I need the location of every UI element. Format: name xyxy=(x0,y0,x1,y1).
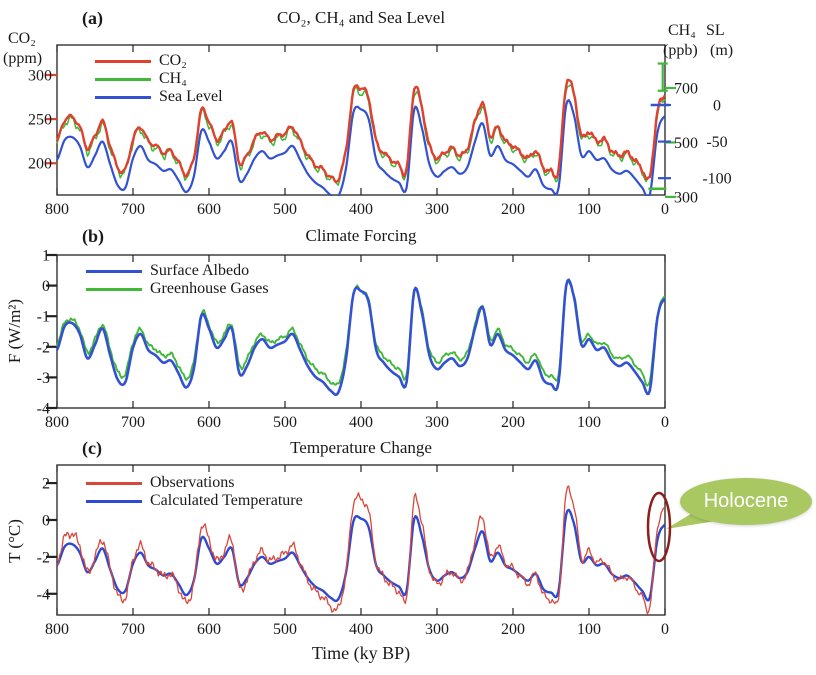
x-tick-label: 700 xyxy=(121,621,145,638)
panel-b: 800 700 600 500 400 300 200 100 0 1 0 -1 -2 -3 -4 xyxy=(37,248,669,432)
x-tick-label: 800 xyxy=(45,414,69,431)
panel-a-title: CO₂, CH₄ and Sea Level xyxy=(276,8,446,27)
y-tick-label: 300 xyxy=(674,189,698,206)
legend-line-ch4 xyxy=(95,77,151,81)
y-tick-label: 200 xyxy=(28,156,52,173)
legend-item-co2: CO₂ xyxy=(95,52,223,70)
x-tick-label: 600 xyxy=(197,414,221,431)
x-tick-label: 300 xyxy=(425,621,449,638)
x-tick-label: 400 xyxy=(349,201,373,218)
legend-item-calculated-temperature: Calculated Temperature xyxy=(86,492,303,510)
y-tick-label: -50 xyxy=(706,134,727,151)
holocene-callout: Holocene xyxy=(680,478,812,525)
legend-panel-b: Surface Albedo Greenhouse Gases xyxy=(86,262,269,298)
x-tick-label: 500 xyxy=(273,201,297,218)
y-tick-label: -2 xyxy=(37,339,50,356)
y-tick-label: 0 xyxy=(42,278,50,295)
legend-line-calculated-temperature xyxy=(86,499,142,503)
ch4-axis-unit: (ppb) xyxy=(663,42,698,59)
legend-item-sea-level: Sea Level xyxy=(95,88,223,106)
y-tick-label: 2 xyxy=(42,476,50,493)
legend-label-greenhouse-gases: Greenhouse Gases xyxy=(150,280,269,297)
y-tick-label: -1 xyxy=(37,309,50,326)
panel-b-title: Climate Forcing xyxy=(305,226,417,245)
x-tick-label: 0 xyxy=(661,621,669,638)
x-tick-label: 100 xyxy=(577,201,601,218)
panel-a: 800 700 600 500 400 300 200 100 0 300 250 200 700 500… xyxy=(28,44,732,218)
legend-item-surface-albedo: Surface Albedo xyxy=(86,262,269,280)
legend-label-calculated-temperature: Calculated Temperature xyxy=(150,492,303,509)
sl-axis-name: SL xyxy=(706,22,725,39)
x-tick-label: 400 xyxy=(349,621,373,638)
x-tick-label: 600 xyxy=(197,621,221,638)
co2-axis-name: CO₂ xyxy=(8,30,36,47)
x-axis-label: Time (ky BP) xyxy=(311,643,411,663)
y-tick-label: -3 xyxy=(37,370,50,387)
x-tick-label: 800 xyxy=(45,621,69,638)
x-tick-label: 700 xyxy=(121,414,145,431)
legend-label-co2: CO₂ xyxy=(159,52,187,69)
y-tick-label: 1 xyxy=(42,248,50,265)
legend-panel-c: Observations Calculated Temperature xyxy=(86,474,303,510)
legend-label-surface-albedo: Surface Albedo xyxy=(150,262,250,279)
series-co xyxy=(56,78,666,184)
legend-item-observations: Observations xyxy=(86,474,303,492)
y-tick-label: 500 xyxy=(674,135,698,152)
y-tick-label: 0 xyxy=(713,98,721,115)
legend-label-observations: Observations xyxy=(150,474,235,491)
y-tick-label: -4 xyxy=(37,401,50,418)
x-tick-label: 800 xyxy=(45,201,69,218)
y-tick-label: 300 xyxy=(28,68,52,85)
x-tick-label: 100 xyxy=(577,621,601,638)
x-tick-label: 400 xyxy=(349,414,373,431)
legend-line-observations xyxy=(86,481,142,485)
series-observations xyxy=(56,485,666,615)
y-tick-label: -100 xyxy=(702,171,731,188)
panel-b-ylabel: F (W/m²) xyxy=(5,298,24,364)
y-tick-label: -4 xyxy=(37,586,50,603)
series-calculated-temperature xyxy=(56,508,666,603)
legend-line-surface-albedo xyxy=(86,269,142,273)
x-tick-label: 200 xyxy=(501,621,525,638)
panel-a-letter: (a) xyxy=(82,8,103,28)
x-tick-label: 100 xyxy=(577,414,601,431)
legend-line-co2 xyxy=(95,59,151,63)
legend-item-ch4: CH₄ xyxy=(95,70,223,88)
legend-label-ch4: CH₄ xyxy=(159,70,187,87)
x-tick-label: 0 xyxy=(661,414,669,431)
y-tick-label: 700 xyxy=(674,81,698,98)
y-tick-label: -2 xyxy=(37,549,50,566)
legend-line-greenhouse-gases xyxy=(86,287,142,291)
co2-axis-unit: (ppm) xyxy=(3,50,43,67)
panel-c-title: Temperature Change xyxy=(290,438,432,457)
x-tick-label: 300 xyxy=(425,414,449,431)
y-tick-label: 250 xyxy=(28,112,52,129)
legend-panel-a: CO₂ CH₄ Sea Level xyxy=(95,52,223,106)
panel-b-letter: (b) xyxy=(82,226,104,246)
y-tick-label: 0 xyxy=(42,512,50,529)
panel-c-ylabel: T (°C) xyxy=(5,519,24,563)
x-tick-label: 500 xyxy=(273,621,297,638)
x-tick-label: 500 xyxy=(273,414,297,431)
sl-axis-unit: (m) xyxy=(710,42,734,59)
legend-item-greenhouse-gases: Greenhouse Gases xyxy=(86,280,269,298)
legend-label-sea-level: Sea Level xyxy=(159,88,223,105)
x-tick-label: 0 xyxy=(661,201,669,218)
x-tick-label: 200 xyxy=(501,414,525,431)
x-tick-label: 600 xyxy=(197,201,221,218)
x-tick-label: 200 xyxy=(501,201,525,218)
panel-c-letter: (c) xyxy=(82,438,102,458)
x-tick-label: 700 xyxy=(121,201,145,218)
panel-c: 800 700 600 500 400 300 200 100 0 2 0 -2 -4 xyxy=(37,464,669,638)
series-surface-albedo xyxy=(56,278,666,397)
x-tick-label: 300 xyxy=(425,201,449,218)
ch4-axis-name: CH₄ xyxy=(668,22,696,39)
series-sea-level xyxy=(56,99,666,196)
legend-line-sea-level xyxy=(95,95,151,99)
